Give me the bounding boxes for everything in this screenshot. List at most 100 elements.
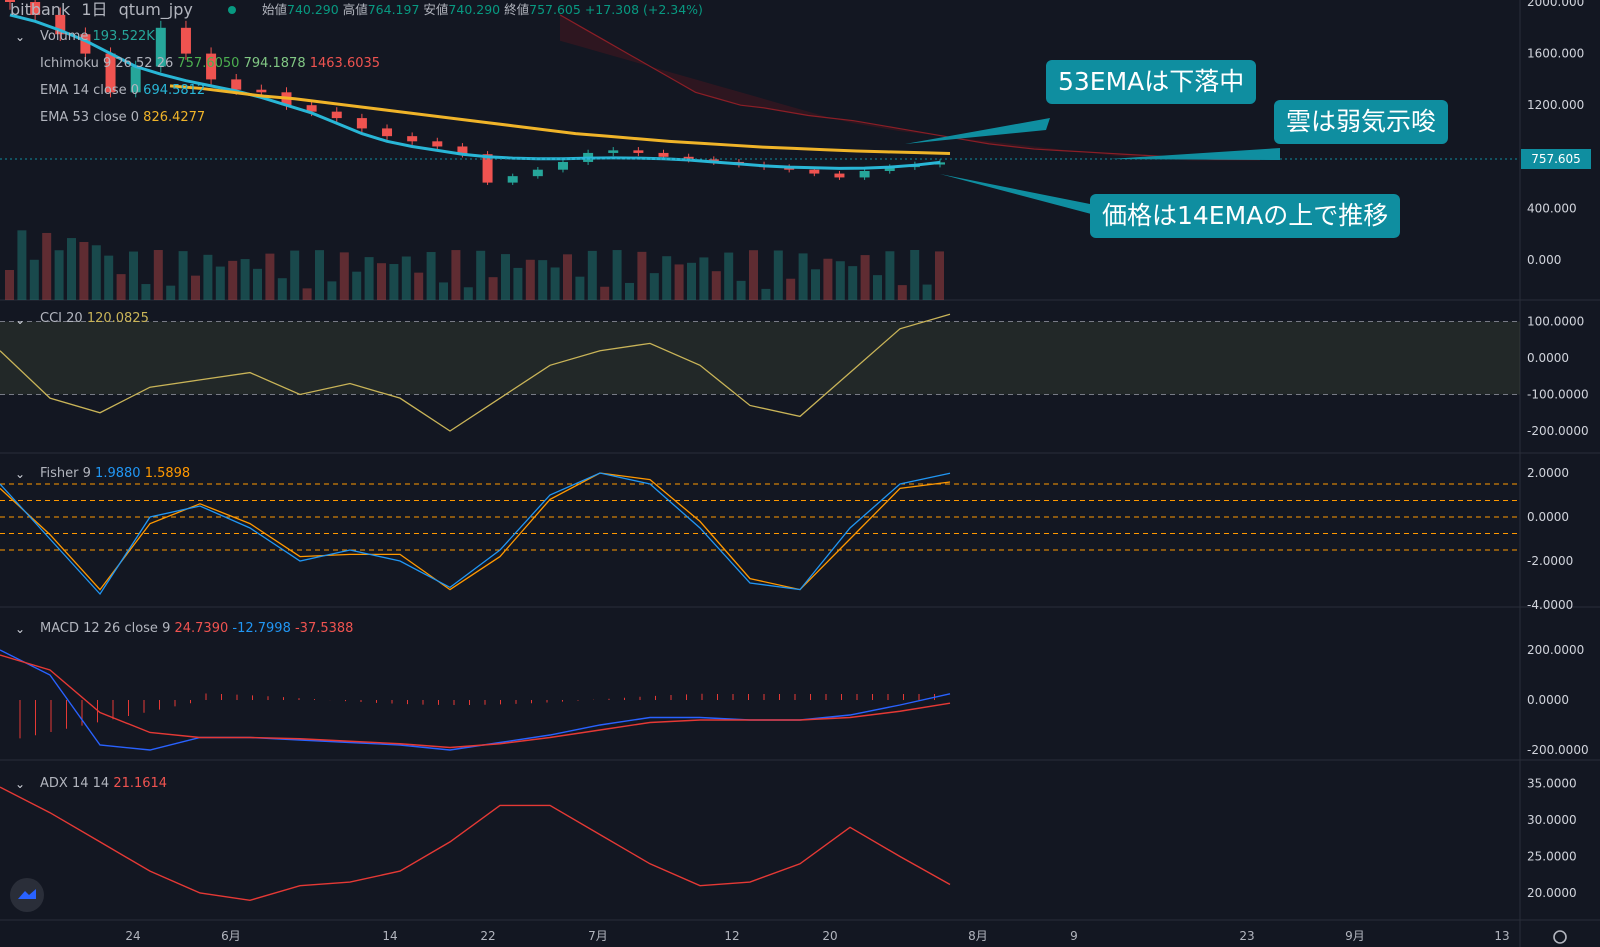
volume-bar	[935, 251, 944, 300]
legend-ema53[interactable]: EMA 53 close 0 826.4277	[40, 110, 206, 125]
volume-bar	[91, 245, 101, 300]
high-value: 764.197	[367, 2, 420, 17]
volume-bar	[377, 263, 386, 300]
volume-bar	[451, 250, 461, 300]
chevron-down-icon[interactable]: ⌄	[14, 467, 26, 481]
volume-bar	[513, 267, 523, 300]
candle-body	[55, 14, 66, 35]
volume-bar	[835, 261, 845, 300]
tradingview-logo-icon[interactable]	[10, 878, 44, 912]
volume-bar	[885, 251, 895, 300]
cci-axis-label: -100.0000	[1527, 388, 1589, 402]
price-axis-label: 2000.000	[1527, 0, 1584, 9]
time-axis-label: 13	[1494, 929, 1509, 943]
legend-cci[interactable]: CCI 20 120.0825	[40, 311, 149, 326]
candle-body	[130, 66, 141, 93]
time-axis-label: 20	[822, 929, 837, 943]
last-price-tag: 757.605	[1521, 149, 1591, 169]
cci-axis-label: -200.0000	[1527, 424, 1589, 438]
candle-body	[557, 161, 568, 170]
time-axis-label: 8月	[968, 929, 988, 943]
volume-bar	[798, 253, 808, 300]
market-status-dot	[228, 6, 236, 14]
close-value: 757.605	[529, 2, 581, 17]
volume-bar	[699, 257, 709, 300]
candle-body	[482, 154, 493, 183]
volume-bar	[476, 250, 486, 300]
volume-bar	[873, 275, 882, 300]
volume-bar	[662, 256, 672, 300]
volume-bar	[253, 268, 262, 300]
callout-ema53-falling: 53EMAは下落中	[1046, 60, 1257, 104]
cci-axis-label: 0.0000	[1527, 351, 1569, 365]
close-label: 終値	[504, 2, 530, 17]
legend-fisher[interactable]: Fisher 9 1.9880 1.5898	[40, 466, 191, 481]
volume-bar	[277, 278, 287, 300]
candle-body	[633, 150, 644, 153]
candle-body	[231, 79, 242, 90]
volume-bar	[600, 286, 610, 300]
chevron-down-icon[interactable]: ⌄	[14, 30, 26, 44]
macd-line	[0, 649, 951, 751]
volume-bar	[687, 262, 696, 300]
interval-label[interactable]: 1日	[81, 0, 108, 19]
legend-macd[interactable]: MACD 12 26 close 9 24.7390 -12.7998 -37.…	[40, 621, 354, 636]
adx-line	[0, 786, 951, 902]
ema14-line	[9, 13, 941, 170]
time-axis-label: 9	[1070, 929, 1078, 943]
symbol-header[interactable]: bitbank 1日 qtum_jpy	[10, 0, 199, 20]
candle-body	[507, 176, 518, 183]
time-axis-label: 7月	[588, 929, 608, 943]
chevron-down-icon[interactable]: ⌄	[14, 313, 26, 327]
high-label: 高値	[342, 2, 368, 17]
volume-bar	[550, 267, 560, 300]
chevron-down-icon[interactable]: ⌄	[14, 622, 26, 636]
volume-bar	[414, 272, 424, 300]
price-axis-label: 1200.000	[1527, 98, 1584, 112]
volume-bar	[203, 254, 213, 300]
volume-bar	[178, 251, 188, 300]
volume-bar	[153, 250, 163, 300]
volume-bar	[674, 264, 684, 300]
volume-bar	[191, 275, 200, 300]
ichimoku-cloud	[560, 14, 1260, 161]
chevron-down-icon[interactable]: ⌄	[14, 777, 26, 791]
fisher-line	[0, 472, 951, 596]
volume-bar	[389, 264, 399, 300]
volume-bar	[29, 259, 39, 300]
cci-line	[0, 313, 951, 432]
candle-body	[658, 152, 669, 157]
volume-bar	[711, 271, 721, 300]
candle-body	[859, 170, 870, 178]
volume-bar	[215, 266, 225, 300]
volume-bar	[637, 251, 647, 300]
volume-bar	[339, 252, 349, 300]
ema53-line	[169, 84, 951, 155]
fisher-axis-label: -4.0000	[1527, 598, 1573, 612]
price-axis-label: 1600.000	[1527, 47, 1584, 61]
gear-icon[interactable]	[1553, 930, 1567, 944]
time-axis-label: 23	[1239, 929, 1254, 943]
volume-bar	[315, 250, 324, 300]
volume-bar	[563, 254, 572, 300]
volume-bar	[463, 287, 473, 300]
callout-pointer	[905, 118, 1050, 144]
candle-body	[256, 89, 267, 93]
symbol-name[interactable]: qtum_jpy	[118, 0, 193, 19]
candle-body	[382, 128, 393, 137]
legend-ema14[interactable]: EMA 14 close 0 694.5812	[40, 83, 206, 98]
macd-signal-line	[0, 654, 951, 749]
legend-volume[interactable]: Volume 193.522K	[40, 29, 155, 44]
fisher-axis-label: -2.0000	[1527, 554, 1573, 568]
ichimoku-span-a	[559, 14, 1260, 160]
volume-bar	[54, 250, 64, 300]
volume-bar	[42, 232, 52, 300]
legend-adx[interactable]: ADX 14 14 21.1614	[40, 776, 168, 791]
time-axis-label: 12	[724, 929, 739, 943]
volume-bar	[364, 257, 374, 300]
volume-bar	[649, 273, 659, 300]
legend-ichimoku[interactable]: Ichimoku 9 26 52 26 757.6050 794.1878 14…	[40, 56, 381, 71]
volume-bar	[612, 250, 622, 300]
adx-axis-label: 25.0000	[1527, 850, 1577, 864]
